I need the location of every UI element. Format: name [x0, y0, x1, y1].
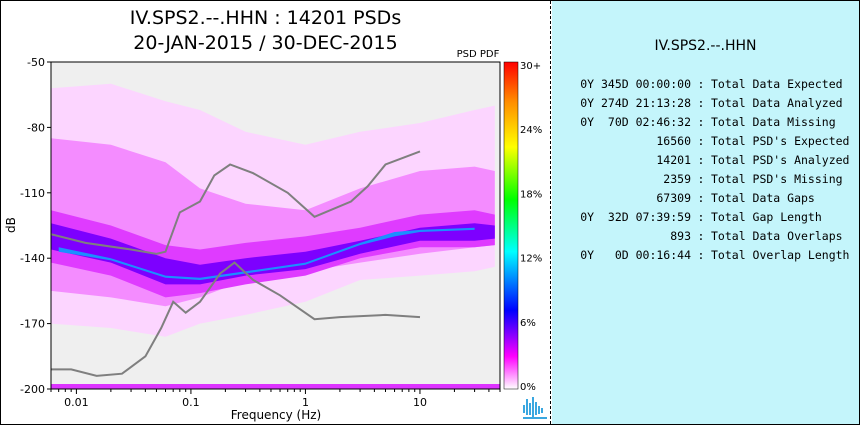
x-tick-label: 0.1 [182, 396, 200, 409]
stats-value: 67309 [656, 191, 691, 205]
colorbar-tick-label: 12% [520, 254, 542, 265]
stats-label: Total Data Analyzed [711, 96, 843, 110]
colorbar-tick-label: 18% [520, 189, 542, 200]
stats-value: 14201 [656, 153, 691, 167]
station-title: IV.SPS2.--.HHN [654, 38, 757, 54]
stats-separator: : [697, 172, 705, 186]
stats-value: 0Y 70D 02:46:32 [580, 115, 691, 129]
stats-row: 0Y 32D 07:39:59: Total Gap Length [566, 208, 849, 227]
psd-plot: -50 -80 -110 -140 -170 -200 0.01 0.1 1 10 Freque… [4, 49, 547, 422]
stats-label: Total Data Expected [711, 77, 843, 91]
chart-subtitle: 20-JAN-2015 / 30-DEC-2015 [133, 32, 398, 54]
stats-value: 0Y 345D 00:00:00 [580, 77, 691, 91]
stats-row: 0Y 0D 00:16:44: Total Overlap Length [566, 246, 849, 265]
stats-row: 16560: Total PSD's Expected [566, 132, 849, 151]
stats-label: Total Data Overlaps [711, 229, 843, 243]
stats-label: Total Overlap Length [711, 248, 850, 262]
stats-separator: : [697, 229, 705, 243]
stats-value: 0Y 32D 07:39:59 [580, 210, 691, 224]
density-band-4 [58, 227, 475, 280]
y-tick-label: -170 [20, 318, 45, 331]
colorbar-tick-label: 0% [520, 382, 536, 393]
y-tick-label: -110 [20, 187, 45, 200]
stats-row: 0Y 274D 21:13:28: Total Data Analyzed [566, 94, 849, 113]
chart-title: IV.SPS2.--.HHN : 14201 PSDs [129, 7, 402, 29]
colorbar-tick-label: 30+ [520, 61, 541, 72]
stats-separator: : [697, 134, 705, 148]
stats-row: 893: Total Data Overlaps [566, 227, 849, 246]
colorbar-tick-label: 24% [520, 125, 542, 136]
stats-row: 0Y 70D 02:46:32: Total Data Missing [566, 113, 849, 132]
stats-label: Total PSD's Expected [711, 134, 850, 148]
stats-row: 14201: Total PSD's Analyzed [566, 151, 849, 170]
x-tick-label: 10 [413, 396, 427, 409]
y-tick-label: -200 [20, 383, 45, 396]
y-tick-label: -50 [27, 56, 45, 69]
plot-frame [50, 61, 501, 390]
x-tick-label: 1 [302, 396, 309, 409]
stats-label: Total Data Missing [711, 115, 836, 129]
y-axis-label: dB [4, 217, 18, 233]
stats-row: 0Y 345D 00:00:00: Total Data Expected [566, 75, 849, 94]
colorbar [503, 61, 519, 390]
stats-separator: : [697, 77, 705, 91]
stats-row: 2359: Total PSD's Missing [566, 170, 849, 189]
stats-separator: : [697, 210, 705, 224]
low-noise-model-line [51, 261, 421, 377]
stats-value: 0Y 274D 21:13:28 [580, 96, 691, 110]
colorbar-tick-label: 6% [520, 318, 536, 329]
noise-floor-band [51, 384, 500, 389]
y-tick-label: -80 [27, 121, 45, 134]
stats-separator: : [697, 153, 705, 167]
panel-divider [550, 1, 551, 424]
colorbar-title: PSD PDF [457, 49, 500, 60]
x-axis-label: Frequency (Hz) [231, 408, 322, 422]
stats-separator: : [697, 96, 705, 110]
stats-table: 0Y 345D 00:00:00: Total Data Expected 0Y 2… [566, 75, 849, 265]
stats-label: Total PSD's Missing [711, 172, 843, 186]
stats-label: Total PSD's Analyzed [711, 153, 850, 167]
stats-value: 0Y 0D 00:16:44 [580, 248, 691, 262]
stats-label: Total Gap Length [711, 210, 822, 224]
stats-separator: : [697, 115, 705, 129]
stats-separator: : [697, 248, 705, 262]
stats-separator: : [697, 191, 705, 205]
high-noise-model-line [51, 150, 421, 255]
waveform-logo-icon [523, 397, 547, 419]
y-tick-label: -140 [20, 252, 45, 265]
stats-value: 893 [670, 229, 691, 243]
chart-panel: IV.SPS2.--.HHN : 14201 PSDs 20-JAN-2015 … [1, 1, 550, 424]
x-tick-label: 0.01 [64, 396, 89, 409]
stats-value: 2359 [663, 172, 691, 186]
stats-value: 16560 [656, 134, 691, 148]
stats-row: 67309: Total Data Gaps [566, 189, 849, 208]
stats-panel: IV.SPS2.--.HHN 0Y 345D 00:00:00: Total Da… [552, 1, 859, 424]
stats-label: Total Data Gaps [711, 191, 815, 205]
